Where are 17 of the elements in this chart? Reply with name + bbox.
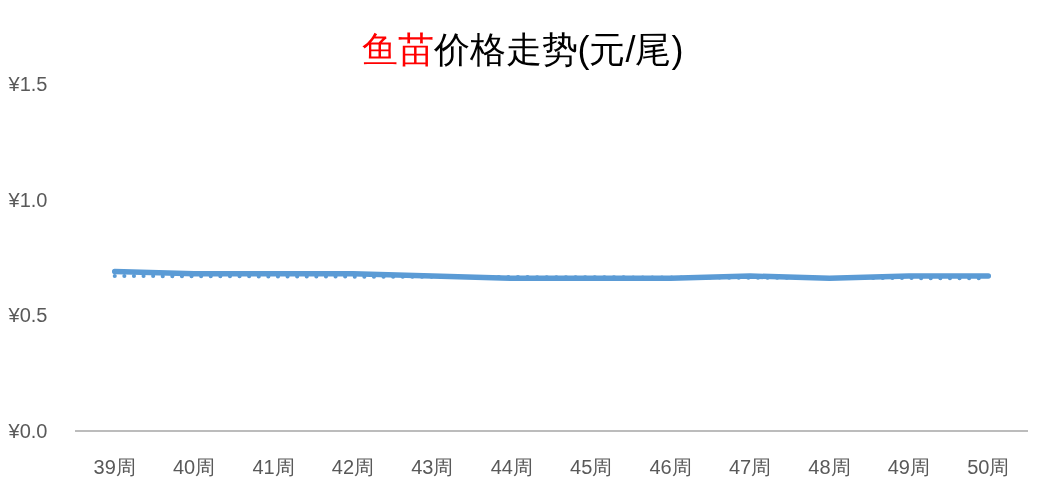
chart-title: 鱼苗价格走势(元/尾) bbox=[361, 29, 684, 70]
y-tick-label: ¥1.5 bbox=[7, 73, 48, 95]
y-tick-label: ¥0.0 bbox=[7, 420, 48, 442]
x-tick-label: 47周 bbox=[728, 456, 772, 478]
x-tick-label: 49周 bbox=[887, 456, 930, 478]
x-tick-label: 45周 bbox=[570, 456, 613, 478]
x-tick-label: 42周 bbox=[331, 456, 375, 478]
x-tick-label: 39周 bbox=[93, 456, 136, 478]
y-tick-label: ¥0.5 bbox=[7, 304, 48, 327]
x-tick-label: 46周 bbox=[649, 456, 692, 478]
x-tick-label: 43周 bbox=[411, 456, 454, 478]
y-tick-label: ¥1.0 bbox=[7, 188, 48, 211]
x-tick-label: 44周 bbox=[490, 456, 533, 478]
x-tick-label: 41周 bbox=[252, 456, 295, 478]
x-tick-label: 50周 bbox=[967, 456, 1010, 478]
x-tick-label: 48周 bbox=[808, 456, 851, 478]
x-tick-label: 40周 bbox=[173, 456, 216, 478]
